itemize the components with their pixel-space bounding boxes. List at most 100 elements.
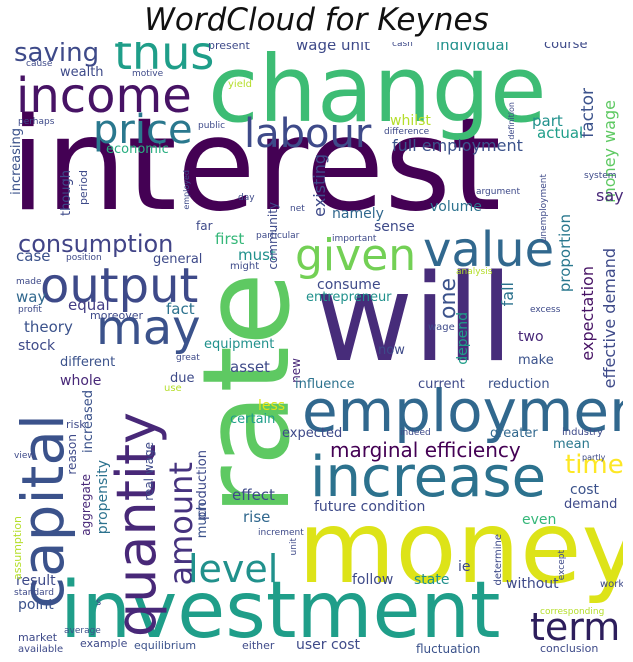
word-investment: investment (60, 566, 501, 656)
word-profit: profit (18, 305, 42, 315)
word-part: part (532, 112, 563, 130)
word-level: level (188, 547, 279, 591)
word-conclusion: conclusion (540, 642, 599, 655)
word-asset: asset (230, 358, 270, 376)
word-existing: existing (310, 154, 329, 217)
word-view: view (14, 451, 35, 461)
word-determine: determine (493, 534, 504, 586)
word-analysis: analysis (456, 267, 493, 277)
word-future-condition: future condition (314, 499, 426, 515)
word-cash: cash (392, 42, 413, 49)
word-influence: influence (295, 377, 355, 392)
word-labour: labour (244, 111, 372, 157)
word-even: even (522, 512, 557, 528)
word-user-cost: user cost (296, 637, 361, 653)
word-less: less (258, 398, 286, 414)
word-employed: employed (182, 170, 191, 210)
word-now: now (378, 343, 405, 358)
word-expectation: expectation (578, 266, 597, 361)
word-much: much (195, 502, 210, 539)
word-propensity: propensity (95, 460, 111, 535)
word-must: must (238, 246, 276, 264)
word-fall: fall (498, 282, 517, 307)
word-effect: effect (232, 486, 275, 504)
word-important: important (332, 234, 377, 244)
word-employment: employment (302, 377, 623, 445)
word-state: state (414, 572, 450, 588)
word-risk: risk (66, 418, 86, 431)
word-net: net (290, 204, 305, 214)
word-cause: cause (26, 59, 53, 69)
word-make: make (518, 353, 554, 368)
word-available: available (18, 644, 64, 655)
word-course: course (544, 42, 588, 52)
word-theory: theory (24, 318, 73, 336)
word-result: result (16, 573, 56, 589)
word-though: though (59, 170, 74, 217)
word-economic: economic (106, 142, 169, 157)
word-difference: difference (384, 127, 430, 137)
word-two: two (518, 329, 544, 345)
word-whole: whole (60, 373, 102, 389)
word-work: work (600, 579, 623, 590)
word-equipment: equipment (204, 337, 275, 352)
word-depend: depend (455, 312, 471, 365)
word-particular: particular (256, 231, 300, 241)
word-consumption: consumption (18, 230, 174, 258)
word-way: way (16, 288, 47, 306)
word-unemployment: unemployment (539, 174, 549, 243)
word-different: different (60, 355, 116, 370)
word-corresponding: corresponding (540, 607, 605, 617)
word-indeed: indeed (400, 428, 431, 438)
word-namely: namely (332, 206, 384, 222)
word-fact: fact (166, 300, 195, 318)
word-wealth: wealth (60, 65, 104, 80)
word-increment: increment (258, 528, 304, 538)
word-reason: reason (65, 434, 79, 475)
word-marginal-efficiency: marginal efficiency (330, 438, 521, 462)
word-unit: unit (289, 538, 299, 556)
word-might: might (230, 261, 260, 272)
word-term: term (530, 605, 621, 649)
word-current: current (418, 377, 465, 392)
word-s: s (96, 597, 102, 608)
word-full-employment: full employment (392, 136, 523, 155)
word-will: will (315, 250, 514, 389)
word-standard: standard (14, 588, 54, 598)
word-actual: actual (537, 124, 584, 142)
word-greater: greater (490, 426, 538, 441)
word-saving: saving (14, 42, 100, 68)
word-income: income (16, 68, 192, 124)
word-far: far (196, 219, 213, 233)
word-due: due (170, 371, 195, 386)
word-average: average (64, 626, 101, 636)
word-certain: certain (230, 412, 276, 427)
word-sense: sense (374, 219, 415, 235)
word-equilibrium: equilibrium (134, 639, 197, 652)
word-ie: ie (458, 559, 471, 575)
word-period: period (77, 170, 90, 206)
word-demand: demand (564, 497, 618, 512)
word-perhaps: perhaps (18, 117, 55, 127)
word-may: may (96, 300, 201, 356)
word-effective-demand: effective demand (600, 248, 619, 389)
word-excess: excess (530, 305, 561, 315)
word-argument: argument (476, 187, 521, 197)
word-day: day (238, 193, 255, 203)
word-first: first (215, 230, 245, 248)
word-system: system (584, 171, 617, 181)
word-increasing: increasing (10, 128, 24, 195)
word-time: time (565, 450, 623, 480)
word-entrepreneur: entrepreneur (306, 290, 392, 305)
word-market: market (18, 631, 58, 644)
word-either: either (242, 639, 275, 652)
word-made: made (16, 277, 42, 287)
word-point: point (18, 597, 54, 613)
word-thus: thus (114, 42, 215, 80)
word-use: use (164, 383, 182, 394)
word-yield: yield (228, 79, 252, 90)
word-proportion: proportion (556, 214, 574, 293)
word-definition: definition (507, 102, 516, 140)
word-follow: follow (352, 572, 394, 588)
word-wage: wage (428, 322, 455, 333)
